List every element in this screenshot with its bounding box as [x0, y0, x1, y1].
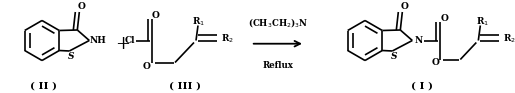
- Text: Cl: Cl: [125, 36, 135, 45]
- Text: R$_1$: R$_1$: [476, 15, 489, 28]
- Text: O: O: [143, 62, 151, 71]
- Text: S: S: [68, 52, 75, 61]
- Text: R$_2$: R$_2$: [503, 32, 515, 45]
- Text: NH: NH: [90, 36, 107, 45]
- Text: O: O: [432, 58, 439, 67]
- Text: O: O: [77, 3, 85, 12]
- Text: O: O: [152, 11, 160, 20]
- Text: ( II ): ( II ): [30, 81, 57, 90]
- Text: O: O: [400, 3, 408, 12]
- Text: ( I ): ( I ): [411, 81, 433, 90]
- Text: R$_2$: R$_2$: [220, 32, 233, 45]
- Text: +: +: [115, 35, 130, 53]
- Text: (CH$_3$CH$_2$)$_3$N: (CH$_3$CH$_2$)$_3$N: [248, 16, 308, 29]
- Text: S: S: [391, 52, 398, 61]
- Text: ( III ): ( III ): [169, 81, 201, 90]
- Text: N: N: [414, 36, 422, 45]
- Text: O: O: [440, 14, 448, 23]
- Text: R$_1$: R$_1$: [193, 15, 205, 28]
- Text: Reflux: Reflux: [263, 61, 294, 70]
